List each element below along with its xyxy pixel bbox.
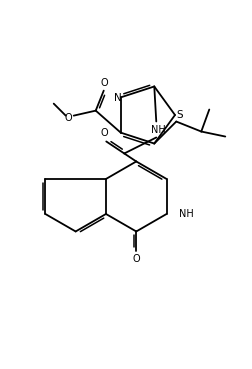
Text: O: O (132, 255, 140, 265)
Text: NH: NH (178, 209, 193, 219)
Text: O: O (100, 128, 108, 138)
Text: O: O (101, 77, 108, 87)
Text: O: O (65, 113, 72, 123)
Text: S: S (176, 110, 183, 120)
Text: N: N (113, 93, 121, 103)
Text: NH: NH (150, 125, 165, 135)
